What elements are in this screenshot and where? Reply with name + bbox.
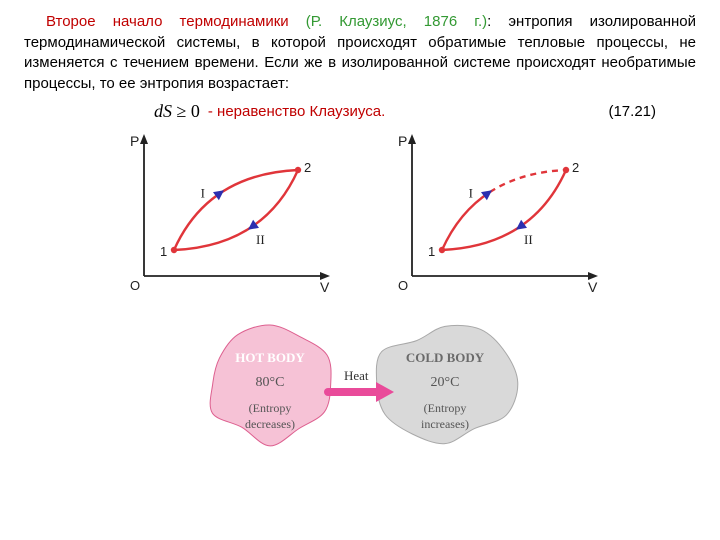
- svg-text:II: II: [524, 232, 533, 247]
- svg-text:II: II: [256, 232, 265, 247]
- formula-op: ≥ 0: [172, 101, 200, 121]
- svg-text:increases): increases): [421, 417, 469, 431]
- clausius-inequality-row: dS ≥ 0 - неравенство Клаузиуса. (17.21): [24, 101, 696, 122]
- inequality-formula: dS ≥ 0: [154, 101, 200, 122]
- svg-text:I: I: [469, 185, 473, 200]
- svg-text:O: O: [398, 278, 408, 293]
- svg-text:decreases): decreases): [245, 417, 295, 431]
- heat-transfer-svg: Heat HOT BODY 80°C (Entropy decreases) COLD B…: [180, 304, 540, 464]
- svg-text:(Entropy: (Entropy: [249, 401, 292, 415]
- svg-text:1: 1: [160, 244, 167, 259]
- inequality-label: - неравенство Клаузиуса.: [208, 103, 385, 120]
- svg-text:Heat: Heat: [344, 368, 369, 383]
- equation-number: (17.21): [608, 103, 696, 120]
- svg-text:HOT BODY: HOT BODY: [235, 350, 305, 365]
- svg-text:P: P: [398, 133, 407, 149]
- definition-paragraph: Второе начало термодинамики (Р. Клаузиус…: [24, 12, 696, 95]
- svg-text:I: I: [201, 185, 205, 200]
- svg-text:V: V: [588, 279, 598, 295]
- svg-text:80°C: 80°C: [256, 375, 285, 390]
- svg-text:2: 2: [572, 160, 579, 175]
- law-heading: Второе начало термодинамики: [46, 13, 289, 30]
- svg-text:O: O: [130, 278, 140, 293]
- pv-diagram-irreversible: PVO12III: [384, 128, 604, 298]
- formula-dS: dS: [154, 101, 172, 121]
- svg-text:1: 1: [428, 244, 435, 259]
- svg-text:P: P: [130, 133, 139, 149]
- law-source: (Р. Клаузиус, 1876 г.): [306, 13, 487, 30]
- pv-diagrams-row: PVO12III PVO12III: [24, 128, 696, 298]
- heat-transfer-figure: Heat HOT BODY 80°C (Entropy decreases) COLD B…: [24, 304, 696, 464]
- svg-text:V: V: [320, 279, 330, 295]
- svg-text:COLD BODY: COLD BODY: [406, 350, 485, 365]
- svg-text:2: 2: [304, 160, 311, 175]
- svg-text:(Entropy: (Entropy: [424, 401, 467, 415]
- svg-text:20°C: 20°C: [431, 375, 460, 390]
- pv-diagram-reversible: PVO12III: [116, 128, 336, 298]
